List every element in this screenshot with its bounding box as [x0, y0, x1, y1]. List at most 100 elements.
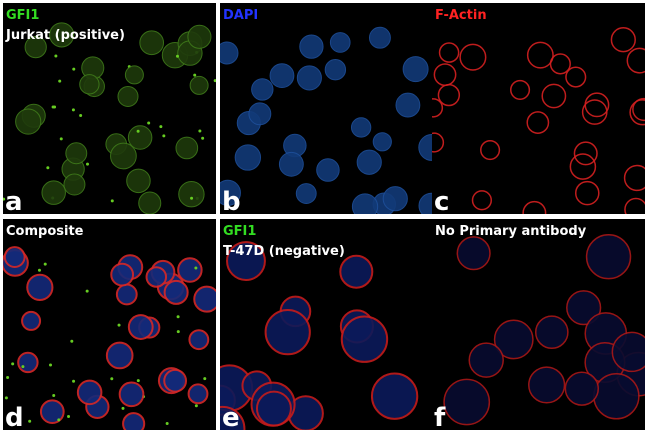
cell	[437, 83, 461, 107]
cell	[541, 83, 567, 109]
cell	[443, 378, 491, 426]
cell	[139, 30, 165, 56]
speck	[176, 315, 180, 319]
cell	[187, 383, 209, 405]
panel-letter: e	[222, 403, 240, 433]
cell	[626, 47, 645, 74]
cells	[3, 22, 216, 214]
panel-letter: f	[434, 403, 446, 433]
panel-label: DAPI	[223, 8, 258, 23]
speck	[175, 54, 179, 58]
speck	[121, 406, 125, 410]
cell	[178, 181, 205, 208]
cell	[632, 97, 645, 122]
panel-label: Jurkat (positive)	[5, 28, 125, 43]
cell	[105, 341, 134, 370]
speck	[136, 379, 140, 383]
cell	[368, 26, 391, 49]
speck	[110, 199, 114, 203]
cell	[248, 102, 272, 126]
speck	[147, 121, 151, 125]
speck	[46, 166, 50, 170]
cell	[395, 92, 421, 118]
speck	[57, 418, 61, 422]
cell	[456, 236, 491, 271]
cell	[49, 22, 75, 48]
speck	[203, 377, 207, 381]
speck	[213, 79, 216, 83]
cell	[370, 372, 419, 420]
cell	[188, 329, 210, 351]
speck	[117, 323, 121, 327]
cell	[418, 192, 433, 214]
panel: DAPI b	[220, 3, 433, 217]
cell	[382, 186, 408, 212]
speck	[176, 330, 180, 334]
cell	[432, 132, 445, 153]
cell	[3, 246, 26, 268]
cell	[269, 63, 295, 89]
cell	[340, 315, 389, 363]
cell	[264, 308, 311, 356]
cell	[480, 139, 501, 161]
speck	[110, 377, 114, 381]
cell	[581, 99, 608, 125]
cell	[163, 279, 189, 305]
cell	[220, 405, 246, 430]
speck	[58, 79, 62, 83]
cell	[339, 254, 374, 289]
speck	[21, 365, 25, 369]
cell	[110, 262, 135, 287]
cell	[175, 136, 199, 160]
cell	[585, 233, 632, 280]
cell	[220, 179, 241, 206]
cell	[493, 319, 534, 360]
cell	[189, 75, 209, 95]
speck	[43, 262, 47, 266]
cell	[117, 85, 139, 107]
speck	[165, 422, 169, 426]
cell	[316, 158, 340, 182]
cell	[145, 266, 168, 288]
cells	[220, 241, 419, 430]
cell	[124, 65, 144, 85]
speck	[159, 125, 163, 129]
cell	[624, 197, 645, 214]
speck	[136, 129, 140, 133]
cell	[534, 315, 569, 350]
cell	[26, 273, 54, 301]
cell	[574, 180, 600, 206]
cell	[226, 241, 266, 281]
cell	[623, 164, 645, 192]
cell	[79, 74, 100, 95]
speck	[194, 404, 198, 408]
cell	[110, 142, 137, 170]
cell	[351, 193, 379, 214]
panel-letter: a	[5, 187, 23, 217]
cell	[438, 42, 460, 63]
speck	[79, 113, 83, 117]
cell	[418, 134, 433, 161]
cell	[593, 372, 640, 420]
cell	[471, 190, 493, 211]
speck	[72, 379, 76, 383]
speck	[4, 396, 8, 400]
cell	[122, 412, 146, 430]
cell	[63, 173, 86, 196]
panel-letter: c	[434, 187, 449, 217]
cell	[220, 41, 239, 65]
cell	[296, 65, 322, 91]
cell	[549, 53, 571, 75]
cell	[564, 371, 600, 406]
speck	[72, 67, 76, 71]
speck	[52, 394, 56, 398]
panel: No Primary antibody f	[432, 219, 645, 433]
panel-label: F-Actin	[435, 8, 487, 23]
cell	[65, 142, 88, 165]
cell	[402, 56, 429, 83]
cell	[193, 285, 216, 313]
speck	[198, 129, 202, 133]
panel: F-Actin c	[432, 3, 645, 217]
speck	[3, 197, 6, 201]
